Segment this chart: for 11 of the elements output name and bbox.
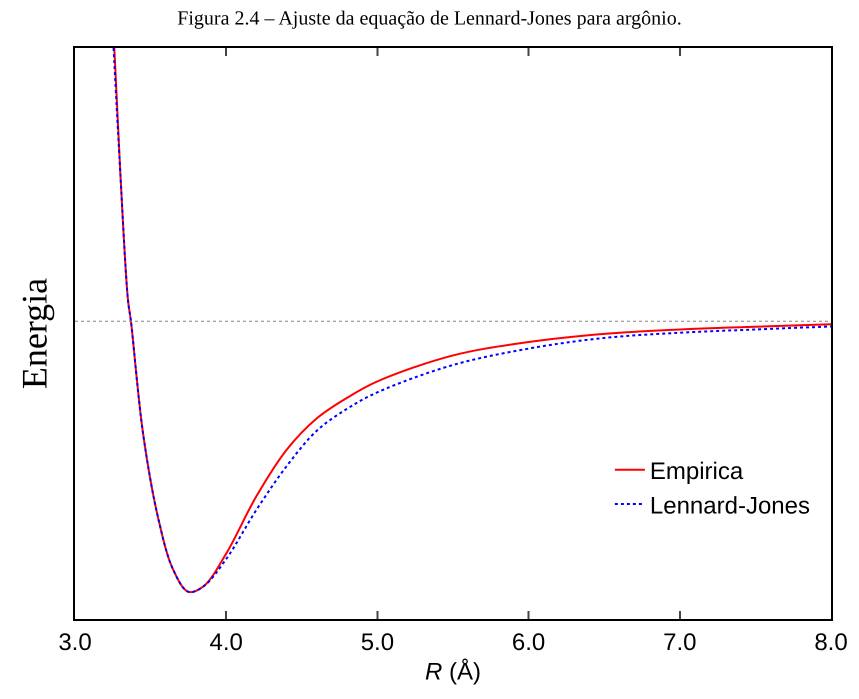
x-tick-label: 3.0 bbox=[58, 628, 92, 656]
legend-label: Lennard-Jones bbox=[650, 492, 810, 520]
x-tick-label: 8.0 bbox=[814, 628, 848, 656]
legend-label: Empirica bbox=[650, 458, 744, 486]
x-axis-title: R (Å) bbox=[424, 658, 482, 686]
x-tick-label: 5.0 bbox=[360, 628, 394, 656]
chart-title: Figura 2.4 – Ajuste da equação de Lennard-Jones para argônio. bbox=[177, 7, 682, 30]
x-tick-label: 7.0 bbox=[663, 628, 696, 656]
x-tick-label: 4.0 bbox=[210, 628, 243, 656]
y-axis-title: Energia bbox=[14, 278, 54, 390]
x-tick-label: 6.0 bbox=[512, 628, 546, 656]
